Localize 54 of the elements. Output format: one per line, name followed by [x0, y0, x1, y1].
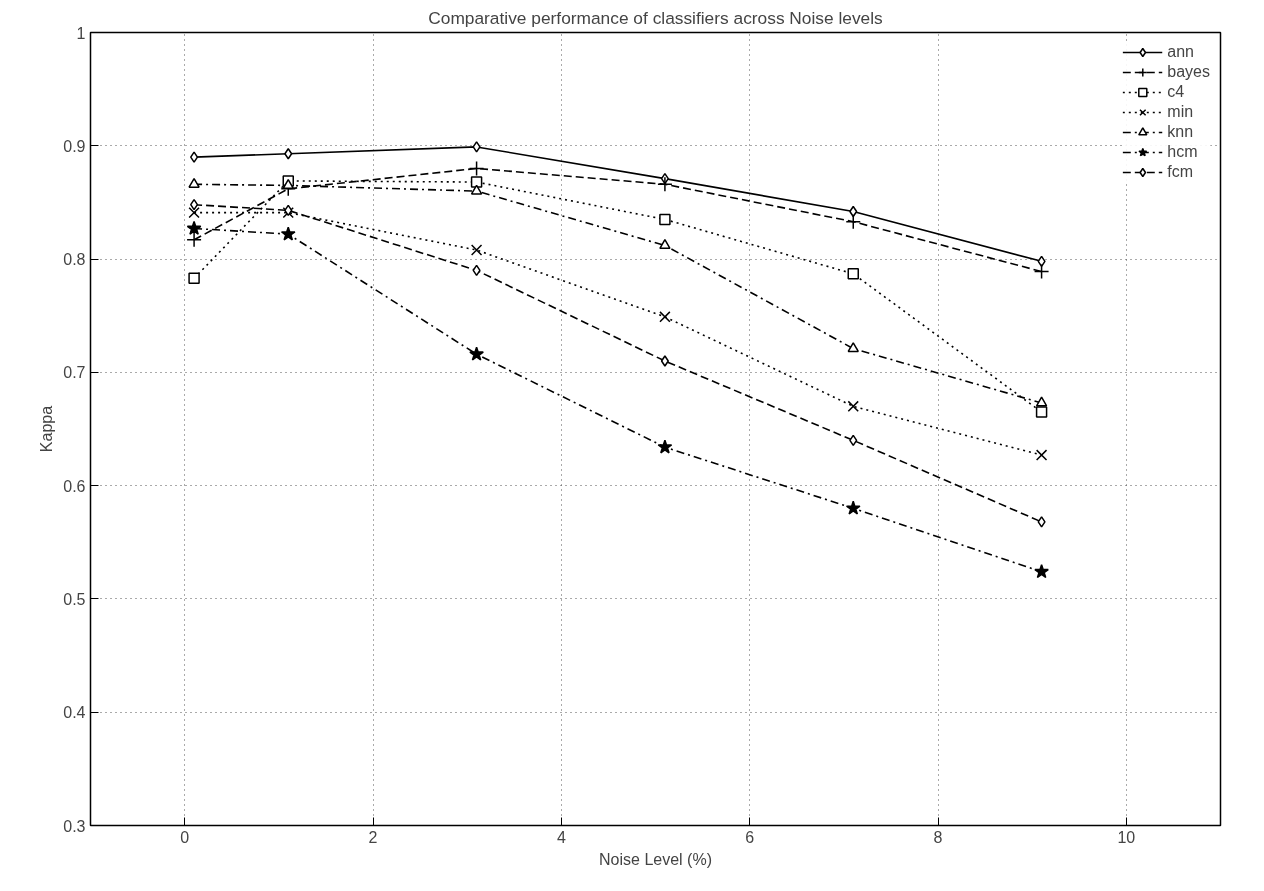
- point: [280, 226, 296, 241]
- point: [470, 244, 483, 256]
- point: [190, 151, 199, 163]
- x-tick-label: 6: [745, 828, 755, 846]
- point: [847, 268, 859, 280]
- point: [659, 238, 671, 250]
- y-tick-label: 0.6: [63, 477, 86, 495]
- point: [468, 160, 485, 177]
- point: [847, 342, 859, 353]
- point: [188, 177, 200, 188]
- legend-label: ann: [1167, 43, 1194, 61]
- y-tick-label: 0.4: [63, 704, 86, 722]
- x-tick-label: 2: [368, 828, 378, 846]
- legend-label: bayes: [1167, 63, 1210, 81]
- chart-title: Comparative performance of classifiers across Noise levels: [428, 7, 884, 28]
- point: [469, 346, 484, 361]
- point: [1035, 396, 1048, 407]
- x-tick-label: 4: [556, 828, 566, 846]
- x-axis-title: Noise Level (%): [599, 850, 712, 868]
- point: [1035, 406, 1048, 418]
- point: [660, 355, 669, 367]
- y-tick-label: 0.9: [63, 137, 86, 155]
- y-tick-label: 0.5: [63, 590, 86, 608]
- legend-label: knn: [1167, 123, 1194, 141]
- point: [845, 213, 861, 230]
- y-axis-title: Kappa: [38, 405, 56, 453]
- point: [188, 272, 200, 285]
- x-tick-label: 0: [180, 828, 190, 846]
- point: [847, 400, 859, 413]
- x-tick-label: 10: [1117, 828, 1136, 846]
- point: [472, 141, 481, 153]
- x-tick-label: 8: [933, 828, 943, 846]
- point: [845, 500, 861, 515]
- point: [186, 232, 202, 248]
- point: [1035, 449, 1048, 461]
- point: [1037, 516, 1046, 528]
- legend-label: hcm: [1167, 143, 1198, 161]
- legend-label: c4: [1167, 83, 1186, 101]
- point: [470, 176, 483, 188]
- point: [186, 220, 202, 235]
- point: [657, 439, 673, 454]
- legend-label: min: [1167, 103, 1194, 121]
- legend-label: fcm: [1167, 163, 1194, 181]
- point: [188, 206, 200, 219]
- point: [659, 213, 671, 226]
- y-tick-label: 0.8: [63, 251, 86, 269]
- y-tick-label: 1: [76, 24, 86, 42]
- point: [659, 311, 671, 323]
- point: [1034, 563, 1049, 579]
- y-tick-label: 0.7: [63, 364, 86, 382]
- y-tick-label: 0.3: [63, 817, 86, 835]
- point: [470, 184, 483, 195]
- point: [657, 176, 673, 193]
- point: [1033, 263, 1050, 280]
